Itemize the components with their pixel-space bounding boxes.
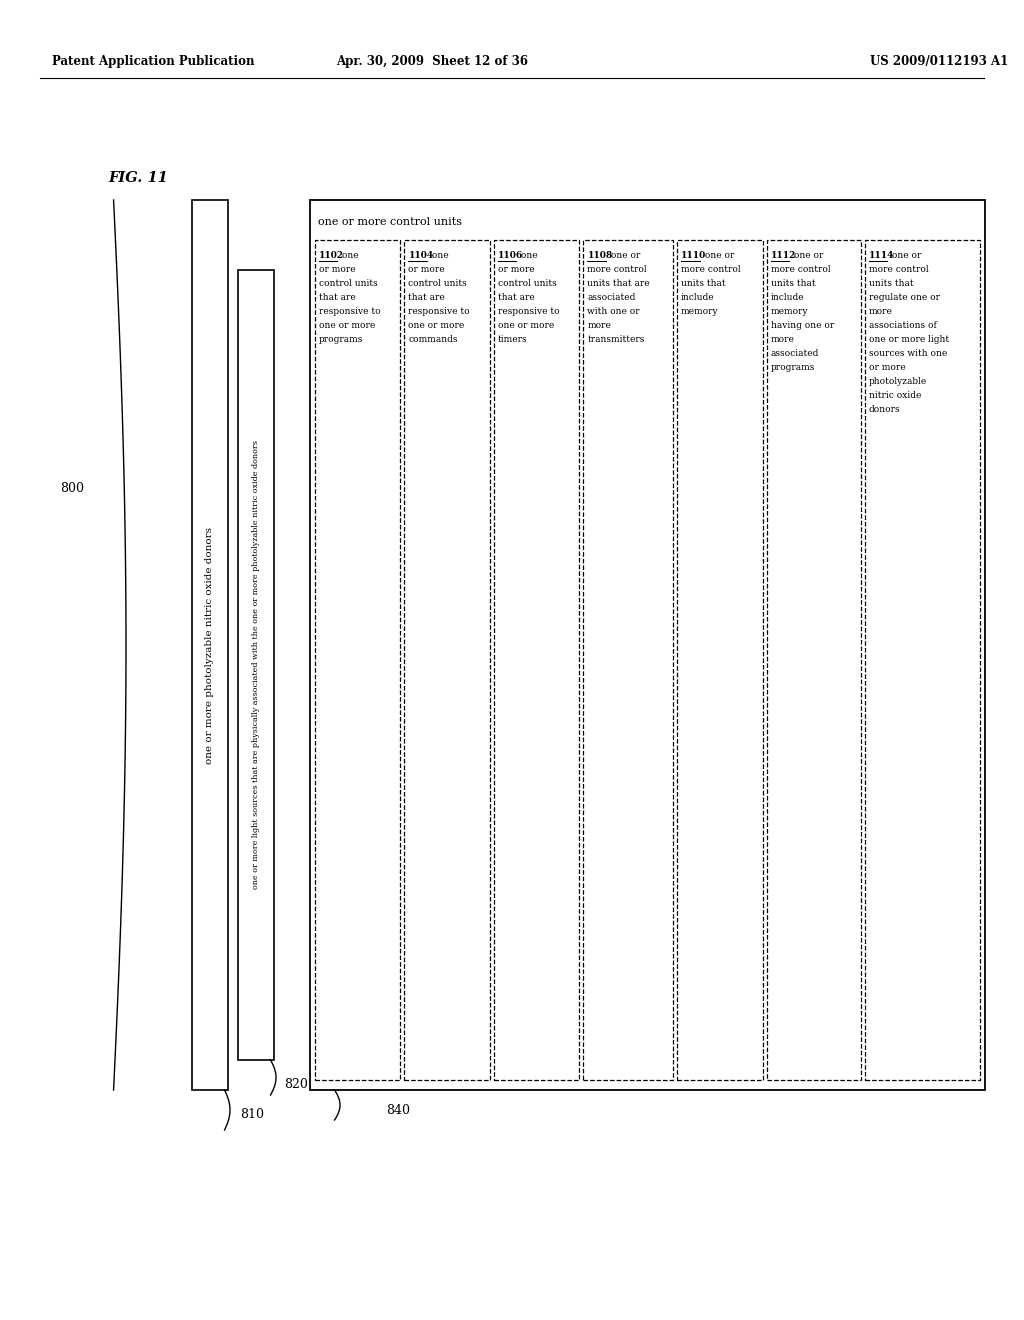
- Text: 820: 820: [284, 1078, 308, 1092]
- Text: 1108: 1108: [588, 252, 612, 260]
- Bar: [315, 240, 400, 1080]
- Text: more: more: [588, 322, 611, 330]
- Text: that are: that are: [319, 293, 355, 302]
- Text: units that: units that: [868, 280, 913, 289]
- Bar: [193, 201, 228, 1090]
- Bar: [494, 240, 580, 1080]
- Text: FIG. 11: FIG. 11: [108, 172, 168, 185]
- Text: control units: control units: [498, 280, 557, 289]
- Text: responsive to: responsive to: [319, 308, 381, 317]
- Text: 840: 840: [386, 1104, 410, 1117]
- Text: control units: control units: [409, 280, 467, 289]
- Bar: [238, 271, 274, 1060]
- Text: 1102: 1102: [319, 252, 344, 260]
- Text: having one or: having one or: [771, 322, 834, 330]
- Text: that are: that are: [409, 293, 445, 302]
- Text: programs: programs: [319, 335, 364, 345]
- Text: one: one: [518, 252, 538, 260]
- Text: more control: more control: [588, 265, 647, 275]
- Text: more: more: [771, 335, 795, 345]
- Text: 1104: 1104: [409, 252, 433, 260]
- Text: Patent Application Publication: Patent Application Publication: [52, 55, 255, 69]
- Text: include: include: [771, 293, 804, 302]
- Text: 810: 810: [240, 1109, 264, 1122]
- Bar: [404, 240, 489, 1080]
- Bar: [767, 240, 860, 1080]
- Text: 1114: 1114: [868, 252, 894, 260]
- Text: one or more control units: one or more control units: [318, 216, 462, 227]
- Text: memory: memory: [681, 308, 719, 317]
- Text: regulate one or: regulate one or: [868, 293, 940, 302]
- Text: nitric oxide: nitric oxide: [868, 392, 921, 400]
- Text: more: more: [868, 308, 893, 317]
- Text: 800: 800: [60, 482, 84, 495]
- Text: one or more: one or more: [498, 322, 554, 330]
- Text: one: one: [339, 252, 359, 260]
- Text: associations of: associations of: [868, 322, 936, 330]
- Text: 1112: 1112: [771, 252, 796, 260]
- Text: include: include: [681, 293, 715, 302]
- Text: or more: or more: [498, 265, 535, 275]
- Text: more control: more control: [771, 265, 830, 275]
- Text: one or: one or: [791, 252, 823, 260]
- Text: photolyzable: photolyzable: [868, 378, 927, 387]
- Text: units that: units that: [681, 280, 726, 289]
- Text: or more: or more: [409, 265, 445, 275]
- Text: 1106: 1106: [498, 252, 523, 260]
- Text: that are: that are: [498, 293, 535, 302]
- Text: or more: or more: [868, 363, 905, 372]
- Text: commands: commands: [409, 335, 458, 345]
- Text: one or more photolyzable nitric oxide donors: one or more photolyzable nitric oxide do…: [206, 527, 214, 763]
- Text: control units: control units: [319, 280, 378, 289]
- Text: units that are: units that are: [588, 280, 650, 289]
- Text: timers: timers: [498, 335, 527, 345]
- Text: one or more light: one or more light: [868, 335, 949, 345]
- Text: units that: units that: [771, 280, 815, 289]
- Text: sources with one: sources with one: [868, 350, 947, 359]
- Text: donors: donors: [868, 405, 900, 414]
- Text: responsive to: responsive to: [498, 308, 559, 317]
- Text: programs: programs: [771, 363, 815, 372]
- Text: with one or: with one or: [588, 308, 640, 317]
- Text: US 2009/0112193 A1: US 2009/0112193 A1: [870, 55, 1009, 69]
- Text: associated: associated: [588, 293, 636, 302]
- Text: transmitters: transmitters: [588, 335, 645, 345]
- Text: Apr. 30, 2009  Sheet 12 of 36: Apr. 30, 2009 Sheet 12 of 36: [336, 55, 528, 69]
- Text: more control: more control: [681, 265, 740, 275]
- Bar: [584, 240, 673, 1080]
- Text: one or: one or: [889, 252, 922, 260]
- Text: 1110: 1110: [681, 252, 707, 260]
- Text: memory: memory: [771, 308, 808, 317]
- Text: one or: one or: [701, 252, 734, 260]
- Text: one or more: one or more: [409, 322, 465, 330]
- Bar: [677, 240, 763, 1080]
- Text: associated: associated: [771, 350, 819, 359]
- Text: one: one: [429, 252, 449, 260]
- Text: responsive to: responsive to: [409, 308, 470, 317]
- Bar: [310, 201, 985, 1090]
- Text: one or more light sources that are physically associated with the one or more ph: one or more light sources that are physi…: [252, 441, 260, 890]
- Text: or more: or more: [319, 265, 355, 275]
- Bar: [864, 240, 980, 1080]
- Text: one or more: one or more: [319, 322, 375, 330]
- Text: one or: one or: [608, 252, 640, 260]
- Text: more control: more control: [868, 265, 928, 275]
